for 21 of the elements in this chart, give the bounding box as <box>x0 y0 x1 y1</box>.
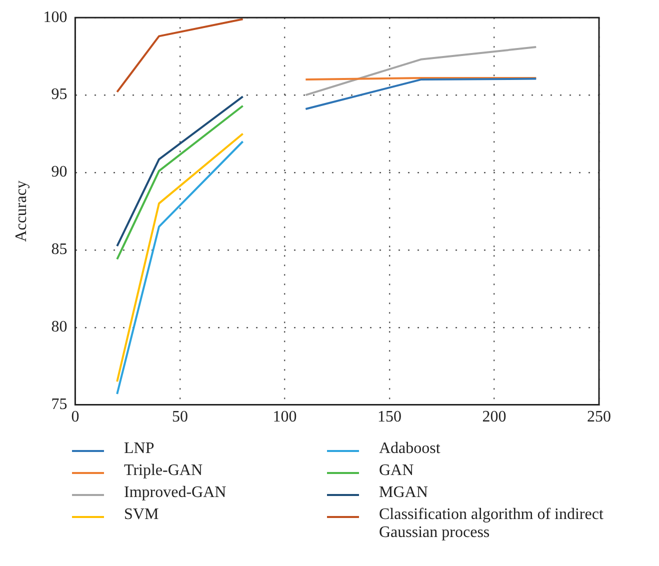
x-tick-label: 0 <box>71 408 80 426</box>
legend-label: Improved-GAN <box>124 484 226 502</box>
y-tick-label: 85 <box>51 241 68 258</box>
legend-label: Adaboost <box>379 440 440 458</box>
legend-label: SVM <box>124 506 159 524</box>
x-tick-label: 150 <box>377 408 402 426</box>
x-tick-label: 100 <box>272 408 297 426</box>
x-tick-label: 250 <box>587 408 611 426</box>
y-tick-label: 100 <box>43 8 68 26</box>
y-tick-label: 80 <box>51 318 68 336</box>
legend-label: Classification algorithm of indirect Gaussian process <box>379 506 604 542</box>
y-tick-label: 75 <box>51 396 68 414</box>
y-axis-title: Accuracy <box>12 180 30 242</box>
y-tick-label: 90 <box>51 164 68 181</box>
legend-label: LNP <box>124 440 154 458</box>
legend-label: Triple-GAN <box>124 462 203 480</box>
legend-label: GAN <box>379 462 414 480</box>
x-tick-label: 200 <box>482 408 506 426</box>
x-tick-label: 50 <box>172 408 188 426</box>
legend-label: MGAN <box>379 484 428 502</box>
y-tick-label: 95 <box>51 86 68 104</box>
